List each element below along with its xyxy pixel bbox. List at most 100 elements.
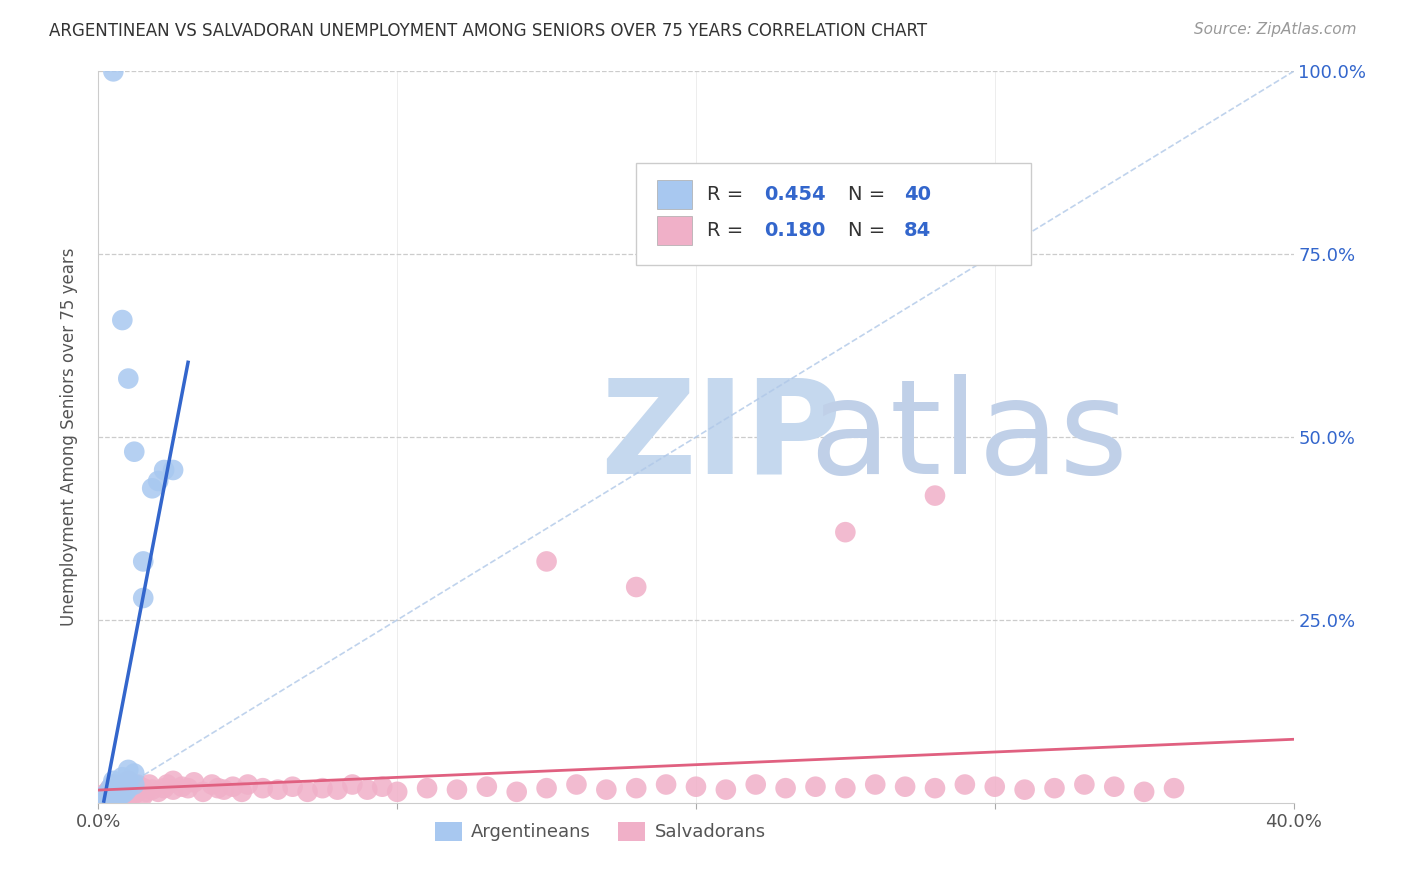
Point [1073,778,1095,792]
Point [98,794,122,808]
Text: N =: N = [848,221,891,240]
Point [536,554,558,568]
Point [371,780,394,794]
Point [191,785,214,799]
Point [98,785,122,799]
Point [148,785,170,799]
Point [108,782,131,797]
Point [117,781,139,796]
Point [135,785,157,799]
Point [714,782,737,797]
Point [775,781,797,796]
Point [834,781,856,796]
Point [96,789,118,804]
Point [98,789,122,803]
Point [685,780,707,794]
Point [117,773,139,788]
Text: ZIP: ZIP [600,374,842,500]
Point [105,789,128,804]
Point [745,778,768,792]
FancyBboxPatch shape [657,179,692,209]
Point [98,781,122,796]
Y-axis label: Unemployment Among Seniors over 75 years: Unemployment Among Seniors over 75 years [59,248,77,626]
Point [162,773,184,788]
Point [93,794,115,808]
FancyBboxPatch shape [657,216,692,245]
Point [105,781,128,796]
Point [231,785,253,799]
Point [132,554,155,568]
Point [117,773,139,788]
Legend: Argentineans, Salvadorans: Argentineans, Salvadorans [427,814,773,848]
Point [98,790,122,805]
Text: 40: 40 [904,185,931,203]
Point [103,789,125,804]
Point [108,789,131,803]
Point [124,778,146,792]
Text: N =: N = [848,185,891,203]
Point [207,781,229,796]
Point [212,782,235,797]
Point [834,525,856,540]
Point [342,778,364,792]
Point [475,780,498,794]
Point [117,763,139,777]
Text: 84: 84 [904,221,931,240]
Point [111,785,134,799]
Point [626,580,648,594]
Point [626,781,648,796]
Point [172,780,194,794]
Point [96,793,118,807]
Point [201,778,224,792]
Point [98,781,122,796]
Text: 0.454: 0.454 [763,185,825,203]
Point [1104,780,1126,794]
Point [103,792,125,806]
Point [281,780,304,794]
Point [894,780,917,794]
FancyBboxPatch shape [637,163,1031,265]
Point [103,785,125,799]
Point [236,778,259,792]
Point [655,778,678,792]
Point [153,781,176,796]
Text: R =: R = [707,185,749,203]
Point [162,463,184,477]
Point [536,781,558,796]
Text: R =: R = [707,221,749,240]
Point [162,782,184,797]
Point [865,778,887,792]
Text: ARGENTINEAN VS SALVADORAN UNEMPLOYMENT AMONG SENIORS OVER 75 YEARS CORRELATION C: ARGENTINEAN VS SALVADORAN UNEMPLOYMENT A… [49,22,928,40]
Point [103,778,125,792]
Point [183,775,205,789]
Point [103,778,125,792]
Point [103,773,125,788]
Point [114,785,136,799]
Point [93,792,115,806]
Point [1014,782,1036,797]
Point [108,781,131,796]
Text: 0.180: 0.180 [763,221,825,240]
Point [127,785,149,799]
Point [297,785,319,799]
Point [105,787,128,801]
Point [953,778,976,792]
Point [117,782,139,797]
Point [177,781,200,796]
Text: Source: ZipAtlas.com: Source: ZipAtlas.com [1194,22,1357,37]
Point [96,787,118,801]
Point [804,780,827,794]
Point [127,778,149,792]
Point [114,780,136,794]
Point [105,785,128,799]
Point [252,781,274,796]
Point [141,481,163,495]
Point [416,781,439,796]
Point [1133,785,1156,799]
Point [111,787,134,801]
Point [222,780,245,794]
Point [103,64,125,78]
Point [93,789,115,803]
Point [117,789,139,804]
Point [984,780,1007,794]
